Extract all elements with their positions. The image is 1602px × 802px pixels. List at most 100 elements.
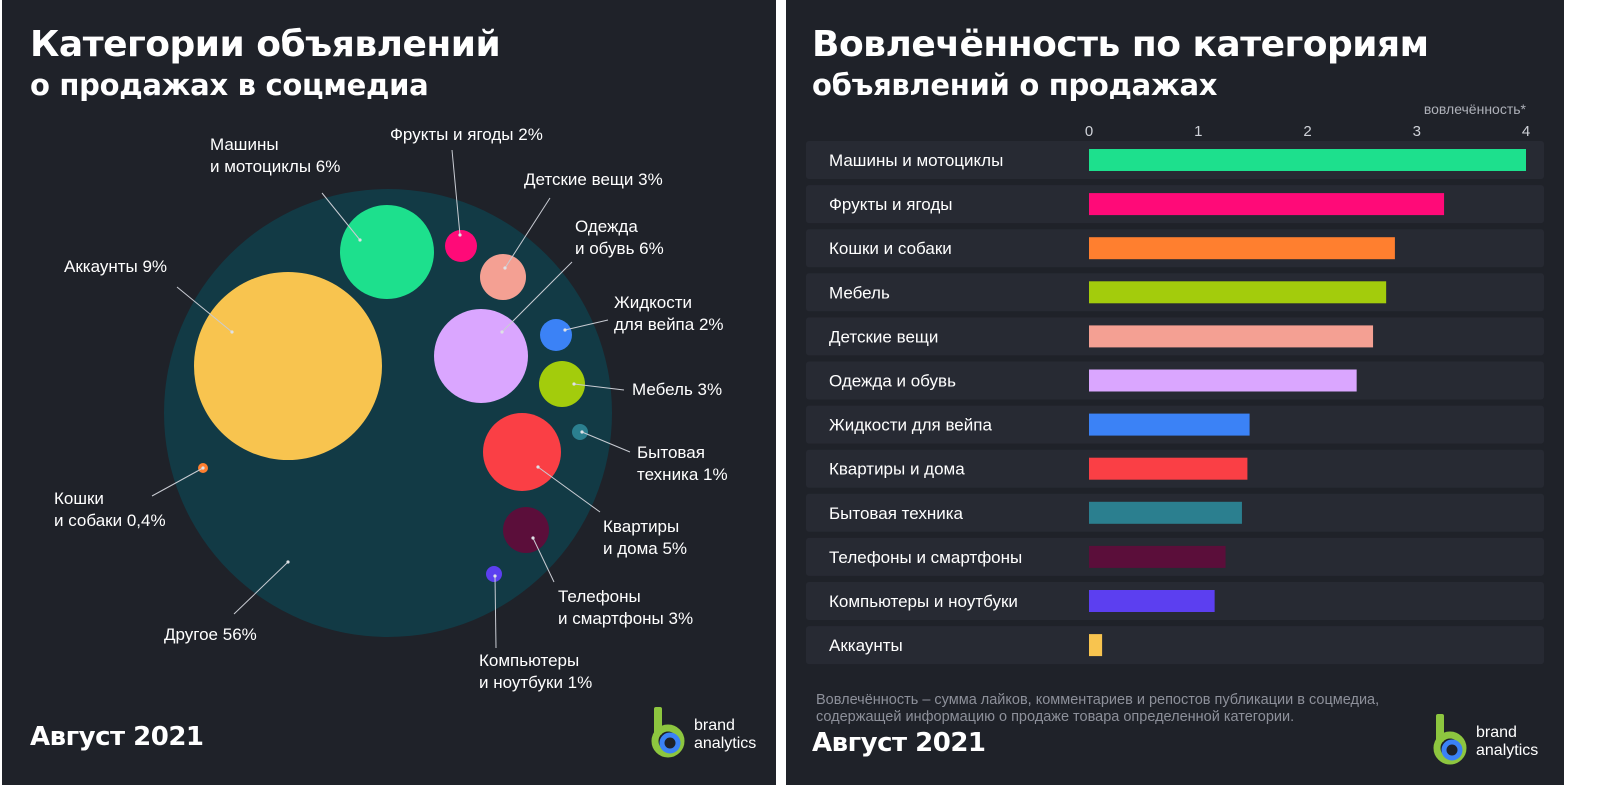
logo-mark-icon bbox=[651, 707, 685, 758]
bar-mebel bbox=[1089, 281, 1387, 304]
right-title-line1: Вовлечённость по категориям bbox=[812, 24, 1429, 65]
bubble-frukty-i-yagody bbox=[445, 230, 477, 262]
bubble-detskie-veschi bbox=[480, 254, 526, 300]
leader-dot-detskie-veschi bbox=[503, 266, 507, 270]
leader-dot-drugoe bbox=[286, 560, 290, 564]
leader-dot-odezhda-i-obuv bbox=[500, 330, 504, 334]
logo-text-line2: analytics bbox=[694, 735, 757, 752]
x-tick-label: 2 bbox=[1303, 123, 1311, 140]
bubble-label-odezhda-i-obuv-line2: и обувь 6% bbox=[575, 239, 664, 258]
leader-dot-kompyutery-i-noutbuki bbox=[493, 574, 497, 578]
bubble-label-bytovaya-tehnika-line2: техника 1% bbox=[637, 465, 728, 484]
bar-category-label: Кошки и собаки bbox=[829, 239, 952, 258]
bubble-label-mashiny-i-motocikly-line2: и мотоциклы 6% bbox=[210, 157, 340, 176]
bubble-label-mashiny-i-motocikly-line1: Машины bbox=[210, 135, 279, 154]
bar-category-label: Машины и мотоциклы bbox=[829, 151, 1003, 170]
bubble-label-detskie-veschi: Детские вещи 3% bbox=[524, 170, 663, 189]
footnote-line2: содержащей информацию о продаже товара о… bbox=[816, 709, 1295, 725]
brand-logo: brand analytics bbox=[648, 705, 776, 765]
bubble-label-koshki-i-sobaki-line1: Кошки bbox=[54, 489, 104, 508]
leader-dot-mashiny-i-motocikly bbox=[358, 238, 362, 242]
leader-dot-telefony-i-smartfony bbox=[531, 536, 535, 540]
bar-telefony-i-smartfony bbox=[1089, 545, 1226, 568]
bar-akkaunty bbox=[1089, 634, 1103, 657]
footnote: Вовлечённость – сумма лайков, комментари… bbox=[816, 692, 1516, 726]
leader-line-mebel bbox=[573, 383, 625, 391]
bubble-chart: Другое 56% Аккаунты 9% Машины и мотоциклы 6… bbox=[54, 125, 728, 692]
bar-frukty-i-yagody bbox=[1089, 193, 1445, 216]
bar-category-label: Бытовая техника bbox=[829, 504, 964, 523]
logo-text: brand analytics bbox=[694, 717, 756, 753]
bubble-label-mebel: Мебель 3% bbox=[632, 380, 722, 399]
bar-category-label: Одежда и обувь bbox=[829, 372, 956, 391]
bubble-mashiny-i-motocikly bbox=[340, 205, 434, 299]
bubble-zhidkosti-dlya-veypa bbox=[540, 319, 572, 351]
bubble-label-kvartiry-i-doma-line1: Квартиры bbox=[603, 517, 679, 536]
bar-row-bg bbox=[806, 626, 1544, 665]
bubble-label-odezhda-i-obuv-line1: Одежда bbox=[575, 217, 638, 236]
leader-line-akkaunty bbox=[176, 286, 233, 333]
logo-mark-icon bbox=[1433, 714, 1467, 765]
leader-line-kompyutery-i-noutbuki bbox=[494, 575, 497, 649]
bar-category-label: Квартиры и дома bbox=[829, 460, 965, 479]
leader-dot-koshki-i-sobaki bbox=[201, 466, 205, 470]
bubble-label-frukty-i-yagody: Фрукты и ягоды 2% bbox=[390, 125, 543, 144]
right-panel: Вовлечённость по категориям объявлений о… bbox=[786, 0, 1564, 785]
logo-text-line1: brand bbox=[1476, 724, 1517, 741]
bubble-mebel bbox=[539, 361, 585, 407]
leader-line-bytovaya-tehnika bbox=[581, 431, 631, 453]
right-footer-date: Август 2021 bbox=[812, 728, 986, 758]
footnote-line1: Вовлечённость – сумма лайков, комментари… bbox=[816, 692, 1380, 708]
bar-odezhda-i-obuv bbox=[1089, 369, 1357, 392]
leader-line-zhidkosti-dlya-veypa bbox=[564, 319, 609, 331]
x-tick-label: 0 bbox=[1085, 123, 1093, 140]
bar-category-label: Аккаунты bbox=[829, 636, 903, 655]
bar-category-label: Компьютеры и ноутбуки bbox=[829, 592, 1018, 611]
bubble-label-kompyutery-i-noutbuki-line2: и ноутбуки 1% bbox=[479, 673, 592, 692]
bubble-label-koshki-i-sobaki-line2: и собаки 0,4% bbox=[54, 511, 166, 530]
leader-dot-mebel bbox=[572, 382, 576, 386]
leader-line-drugoe bbox=[233, 561, 289, 615]
bar-detskie-veschi bbox=[1089, 325, 1374, 348]
bubble-akkaunty bbox=[194, 272, 382, 460]
leader-dot-kvartiry-i-doma bbox=[536, 465, 540, 469]
bar-category-label: Мебель bbox=[829, 283, 890, 302]
logo-text-line2: analytics bbox=[1476, 742, 1539, 759]
bubble-label-zhidkosti-dlya-veypa-line1: Жидкости bbox=[614, 293, 692, 312]
leader-dot-akkaunty bbox=[230, 330, 234, 334]
left-title-line2: о продажах в соцмедиа bbox=[30, 68, 429, 102]
left-panel: Категории объявлений о продажах в соцмед… bbox=[2, 0, 776, 785]
x-tick-label: 3 bbox=[1413, 123, 1421, 140]
leader-line-telefony-i-smartfony bbox=[532, 537, 555, 583]
leader-dot-frukty-i-yagody bbox=[458, 233, 462, 237]
bubble-label-akkaunty: Аккаунты 9% bbox=[64, 257, 167, 276]
leader-line-odezhda-i-obuv bbox=[501, 261, 573, 333]
bubble-odezhda-i-obuv bbox=[434, 309, 528, 403]
leader-dot-zhidkosti-dlya-veypa bbox=[563, 328, 567, 332]
axis-label: вовлечённость* bbox=[1423, 101, 1526, 117]
bubble-bytovaya-tehnika bbox=[572, 424, 588, 440]
brand-logo-right: brand analytics bbox=[1430, 712, 1564, 772]
leader-dot-bytovaya-tehnika bbox=[580, 430, 584, 434]
bubble-label-bytovaya-tehnika-line1: Бытовая bbox=[637, 443, 705, 462]
bubble-label-telefony-i-smartfony-line1: Телефоны bbox=[558, 587, 641, 606]
leader-line-koshki-i-sobaki bbox=[151, 467, 204, 497]
bubble-label-kvartiry-i-doma-line2: и дома 5% bbox=[603, 539, 687, 558]
leader-line-kvartiry-i-doma bbox=[537, 466, 601, 513]
right-title-line2: объявлений о продажах bbox=[812, 68, 1218, 102]
leader-line-detskie-veschi bbox=[504, 197, 551, 269]
left-title-line1: Категории объявлений bbox=[30, 24, 501, 65]
leader-line-mashiny-i-motocikly bbox=[321, 192, 361, 241]
bar-category-label: Детские вещи bbox=[829, 327, 938, 346]
bar-category-label: Жидкости для вейпа bbox=[829, 416, 992, 435]
bubble-label-kompyutery-i-noutbuki-line1: Компьютеры bbox=[479, 651, 579, 670]
bar-mashiny-i-motocikly bbox=[1089, 149, 1526, 171]
bubble-kompyutery-i-noutbuki bbox=[486, 566, 502, 582]
bubble-label-zhidkosti-dlya-veypa-line2: для вейпа 2% bbox=[614, 315, 724, 334]
bubble-label-telefony-i-smartfony-line2: и смартфоны 3% bbox=[558, 609, 693, 628]
left-footer-date: Август 2021 bbox=[30, 722, 204, 752]
bubble-telefony-i-smartfony bbox=[503, 507, 549, 553]
bar-zhidkosti-dlya-veypa bbox=[1089, 413, 1250, 436]
bar-kompyutery-i-noutbuki bbox=[1089, 590, 1215, 612]
bar-kvartiry-i-doma bbox=[1089, 457, 1248, 480]
